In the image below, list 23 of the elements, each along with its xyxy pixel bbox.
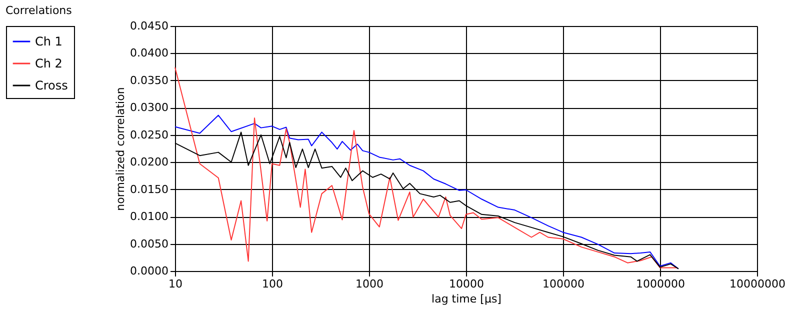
y-tick-label: 0.0000: [130, 264, 168, 278]
y-axis-title: normalized correlation: [114, 87, 128, 211]
y-tick-label: 0.0250: [130, 128, 168, 142]
legend-label: Cross: [35, 78, 68, 92]
legend-label: Ch 1: [35, 34, 62, 48]
y-tick-label: 0.0450: [130, 20, 168, 32]
y-tick-label: 0.0350: [130, 74, 168, 87]
x-axis-title: lag time [µs]: [432, 292, 502, 306]
y-tick-label: 0.0300: [130, 101, 168, 114]
y-tick-label: 0.0200: [130, 156, 168, 169]
y-tick-label: 0.0050: [130, 237, 168, 250]
y-tick-label: 0.0400: [130, 46, 168, 60]
x-tick-label: 10000000: [730, 278, 786, 290]
text: Correlations: [6, 4, 72, 17]
x-tick-label: 1000: [356, 278, 384, 290]
x-tick-label: 10000: [449, 278, 484, 290]
x-tick-label: 100: [262, 278, 283, 290]
y-tick-label: 0.0100: [130, 210, 168, 224]
legend-label: Ch 2: [35, 56, 62, 70]
x-tick-label: 10: [168, 278, 182, 290]
y-tick-label: 0.0150: [130, 182, 168, 196]
x-tick-label: 100000: [542, 278, 584, 290]
x-tick-label: 1000000: [636, 278, 685, 290]
